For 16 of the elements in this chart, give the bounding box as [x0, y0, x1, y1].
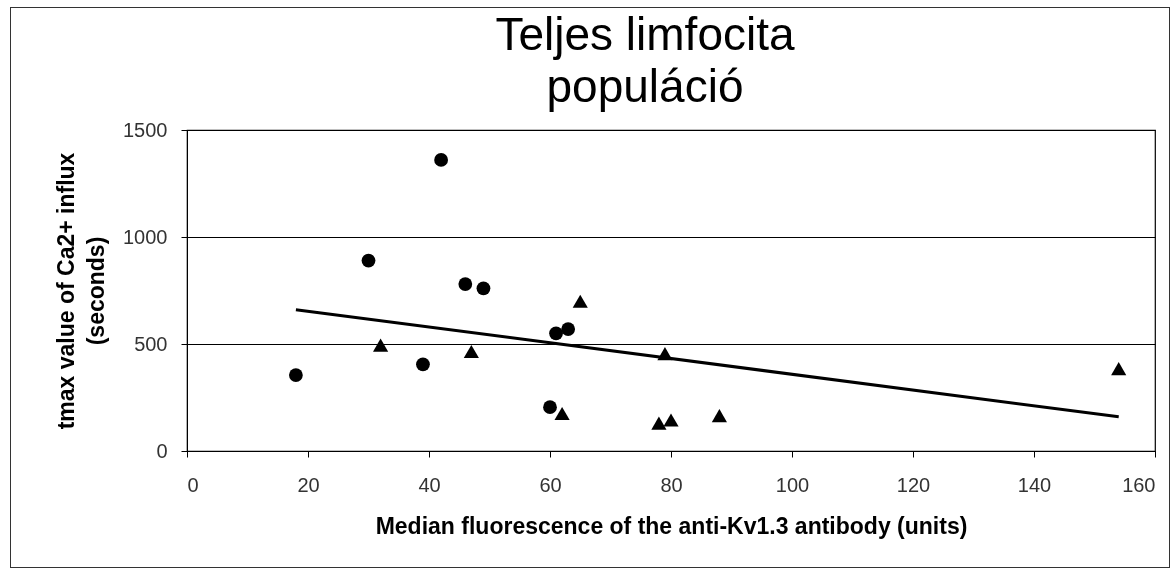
x-tick-label: 160: [1122, 473, 1156, 496]
x-axis-title: Median fluorescence of the anti-Kv1.3 antibody (units): [375, 512, 968, 539]
x-tick-label: 20: [297, 473, 320, 496]
x-tick-label: 60: [539, 473, 562, 496]
x-tick-label: 140: [1017, 473, 1052, 496]
x-tick-label: 40: [418, 473, 441, 496]
chart-title: Teljes limfocita populáció: [495, 8, 795, 112]
x-tick-label: 80: [660, 473, 683, 496]
y-tick-label: 500: [134, 332, 168, 355]
x-tick-label: 0: [187, 473, 199, 496]
x-tick-label: 100: [775, 473, 810, 496]
y-tick-label: 1000: [123, 225, 168, 248]
y-tick-label: 0: [156, 439, 168, 462]
x-tick-label: 120: [896, 473, 931, 496]
y-tick-label: 1500: [123, 118, 168, 141]
y-axis-title: tmax value of Ca2+ influx (seconds): [53, 152, 110, 430]
